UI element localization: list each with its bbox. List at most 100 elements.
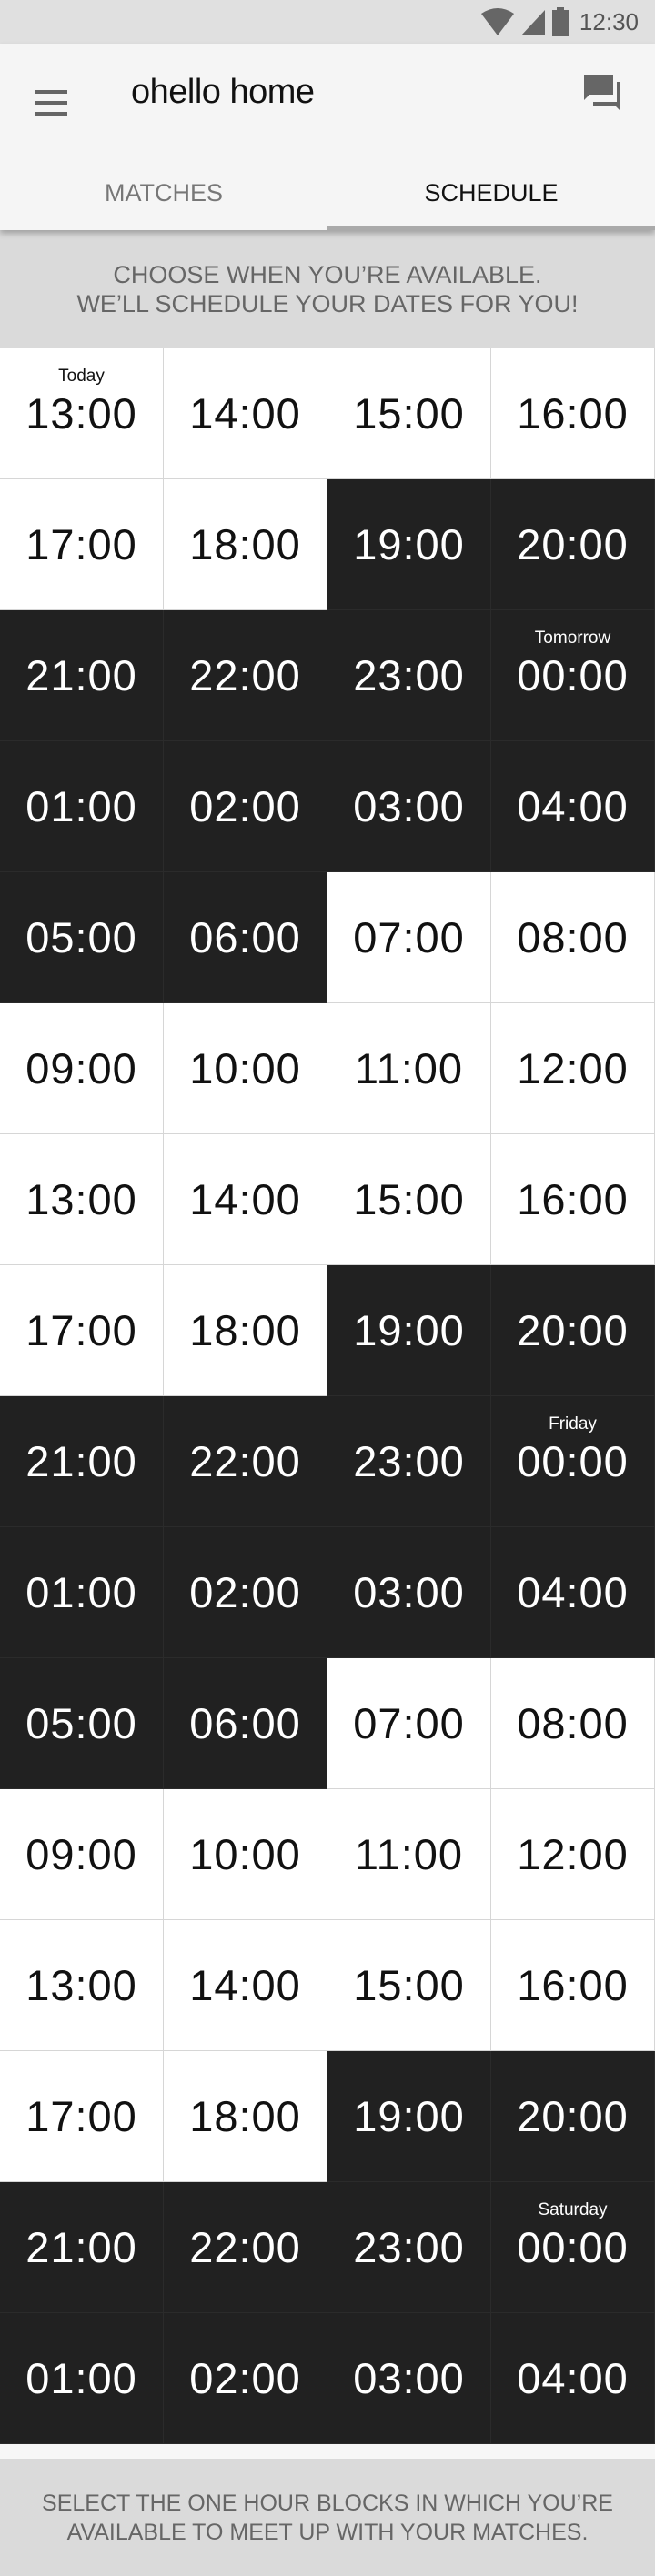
time-slot[interactable]: 01:00 [0,1527,164,1658]
time-slot[interactable]: 14:00 [164,1134,328,1265]
time-label: 17:00 [25,2092,137,2140]
time-label: 04:00 [517,1568,629,1616]
day-label: Tomorrow [534,629,611,648]
time-slot[interactable]: 15:00 [328,1134,491,1265]
time-slot[interactable]: 20:00 [491,479,655,610]
time-label: 11:00 [354,1830,464,1878]
time-label: 03:00 [353,2354,465,2402]
time-slot[interactable]: 05:00 [0,1658,164,1789]
time-slot[interactable]: 01:00 [0,741,164,872]
time-slot[interactable]: 18:00 [164,479,328,610]
time-slot[interactable]: 14:00 [164,1920,328,2051]
time-label: 17:00 [25,520,137,569]
app-title: ohello home [131,73,315,111]
time-slot[interactable]: 17:00 [0,479,164,610]
time-slot[interactable]: 09:00 [0,1003,164,1134]
time-slot[interactable]: 09:00 [0,1789,164,1920]
time-label: 08:00 [517,1699,629,1747]
time-slot[interactable]: 08:00 [491,1658,655,1789]
time-slot[interactable]: 08:00 [491,872,655,1003]
time-slot[interactable]: 16:00 [491,348,655,479]
time-slot[interactable]: 23:00 [328,1396,491,1527]
time-label: 14:00 [189,1961,301,2009]
time-label: 18:00 [189,520,301,569]
tab-matches[interactable]: MATCHES [104,178,223,206]
time-slot[interactable]: 02:00 [164,741,328,872]
time-slot[interactable]: 07:00 [328,1658,491,1789]
time-slot[interactable]: 01:00 [0,2313,164,2444]
time-label: 11:00 [354,1044,464,1092]
time-slot[interactable]: 03:00 [328,2313,491,2444]
time-slot[interactable]: 02:00 [164,2313,328,2444]
time-slot[interactable]: Today 13:00 [0,348,164,479]
time-slot[interactable]: 02:00 [164,1527,328,1658]
time-slot[interactable]: 13:00 [0,1134,164,1265]
time-label: 19:00 [353,520,465,569]
time-slot[interactable]: 22:00 [164,1396,328,1527]
time-slot[interactable]: 23:00 [328,610,491,741]
time-slot[interactable]: 22:00 [164,610,328,741]
time-slot[interactable]: Tomorrow 00:00 [491,610,655,741]
time-slot[interactable]: 21:00 [0,610,164,741]
time-slot[interactable]: 20:00 [491,1265,655,1396]
time-label: 02:00 [189,1568,301,1616]
time-slot[interactable]: 07:00 [328,872,491,1003]
time-slot[interactable]: 23:00 [328,2182,491,2313]
instruction-banner: CHOOSE WHEN YOU’RE AVAILABLE. WE’LL SCHE… [0,230,655,348]
time-slot[interactable]: 10:00 [164,1003,328,1134]
time-slot[interactable]: 06:00 [164,872,328,1003]
battery-icon [551,7,569,36]
time-slot[interactable]: 19:00 [328,2051,491,2182]
time-slot[interactable]: 11:00 [328,1003,491,1134]
time-label: 13:00 [25,1961,137,2009]
time-label: 05:00 [25,913,137,961]
time-slot[interactable]: 21:00 [0,2182,164,2313]
time-slot[interactable]: 13:00 [0,1920,164,2051]
chat-icon[interactable] [584,75,624,115]
time-slot[interactable]: 03:00 [328,1527,491,1658]
time-slot[interactable]: Saturday 00:00 [491,2182,655,2313]
time-slot[interactable]: 21:00 [0,1396,164,1527]
time-slot[interactable]: 22:00 [164,2182,328,2313]
time-slot[interactable]: 18:00 [164,2051,328,2182]
time-slot[interactable]: 05:00 [0,872,164,1003]
time-label: 15:00 [353,389,465,438]
time-label: 04:00 [517,782,629,830]
menu-icon[interactable] [33,85,69,121]
time-slot[interactable]: 15:00 [328,348,491,479]
time-slot[interactable]: 18:00 [164,1265,328,1396]
footer-line-2: AVAILABLE TO MEET UP WITH YOUR MATCHES. [66,2519,589,2545]
time-slot[interactable]: 16:00 [491,1920,655,2051]
time-slot[interactable]: 15:00 [328,1920,491,2051]
time-label: 02:00 [189,782,301,830]
tab-schedule[interactable]: SCHEDULE [328,156,655,230]
time-slot[interactable]: 12:00 [491,1003,655,1134]
time-slot[interactable]: 19:00 [328,1265,491,1396]
time-label: 15:00 [353,1961,465,2009]
time-slot[interactable]: 19:00 [328,479,491,610]
time-slot[interactable]: 04:00 [491,741,655,872]
time-slot[interactable]: 11:00 [328,1789,491,1920]
time-slot[interactable]: 10:00 [164,1789,328,1920]
time-slot[interactable]: 04:00 [491,2313,655,2444]
time-slot[interactable]: 17:00 [0,1265,164,1396]
time-slot[interactable]: 20:00 [491,2051,655,2182]
time-label: 18:00 [189,1306,301,1354]
schedule-grid: Today 13:00 14:00 15:00 16:00 17:00 18:00 19:00… [0,348,655,2444]
time-label: 15:00 [353,1175,465,1223]
time-label: 13:00 [25,389,137,438]
time-label: 12:00 [517,1044,629,1092]
time-slot[interactable]: 14:00 [164,348,328,479]
time-slot[interactable]: 04:00 [491,1527,655,1658]
time-label: 08:00 [517,913,629,961]
time-slot[interactable]: 16:00 [491,1134,655,1265]
time-label: 21:00 [25,651,137,699]
time-slot[interactable]: 12:00 [491,1789,655,1920]
time-slot[interactable]: Friday 00:00 [491,1396,655,1527]
time-slot[interactable]: 03:00 [328,741,491,872]
time-label: 12:00 [517,1830,629,1878]
time-label: 10:00 [189,1044,301,1092]
time-slot[interactable]: 06:00 [164,1658,328,1789]
time-label: 01:00 [25,782,137,830]
time-slot[interactable]: 17:00 [0,2051,164,2182]
